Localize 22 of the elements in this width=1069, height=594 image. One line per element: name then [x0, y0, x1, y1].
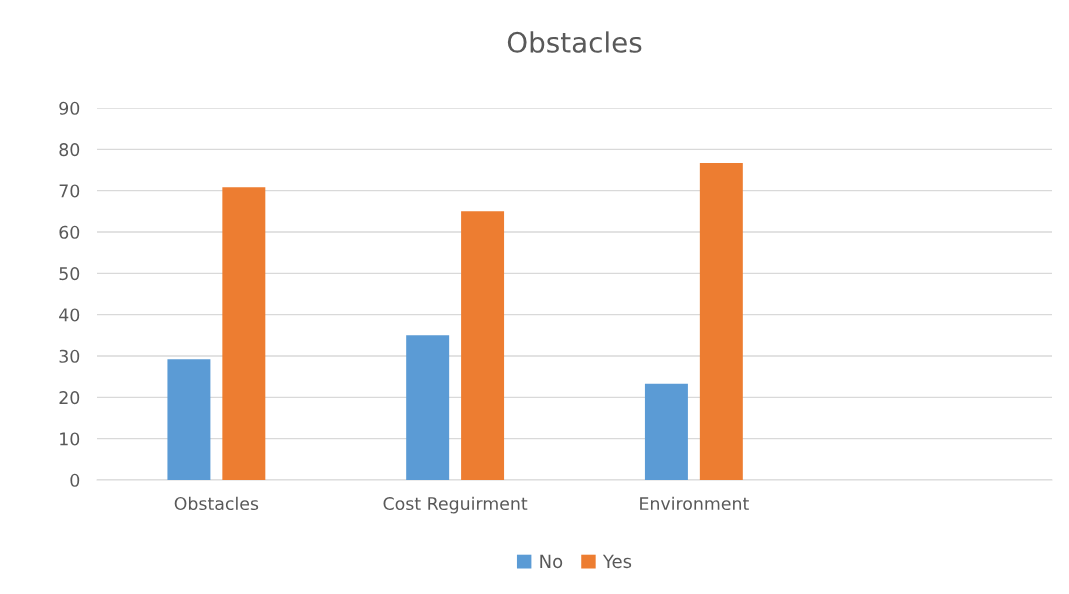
- legend-label: Yes: [602, 554, 632, 569]
- y-tick-label: 50: [59, 267, 80, 281]
- y-tick-label: 90: [59, 101, 80, 115]
- y-tick-label: 70: [59, 184, 80, 198]
- y-tick-label: 20: [59, 391, 80, 405]
- x-tick-label: Obstacles: [174, 496, 259, 511]
- y-tick-label: 30: [59, 349, 80, 363]
- y-tick-label: 80: [59, 143, 80, 157]
- x-tick-label: Environment: [640, 496, 749, 511]
- legend-label: No: [540, 554, 563, 569]
- x-tick-label: Cost Reguirment: [383, 496, 528, 514]
- y-tick-label: 0: [70, 473, 80, 487]
- bar: [222, 187, 266, 480]
- y-tick-label: 40: [59, 308, 80, 322]
- bar: [406, 335, 450, 480]
- y-tick-label: 10: [60, 432, 80, 446]
- bar: [644, 383, 688, 480]
- bar: [167, 359, 211, 480]
- bar: [699, 162, 743, 480]
- chart-title: Obstacles: [507, 31, 642, 53]
- y-tick-label: 60: [59, 225, 80, 239]
- bar: [461, 211, 505, 480]
